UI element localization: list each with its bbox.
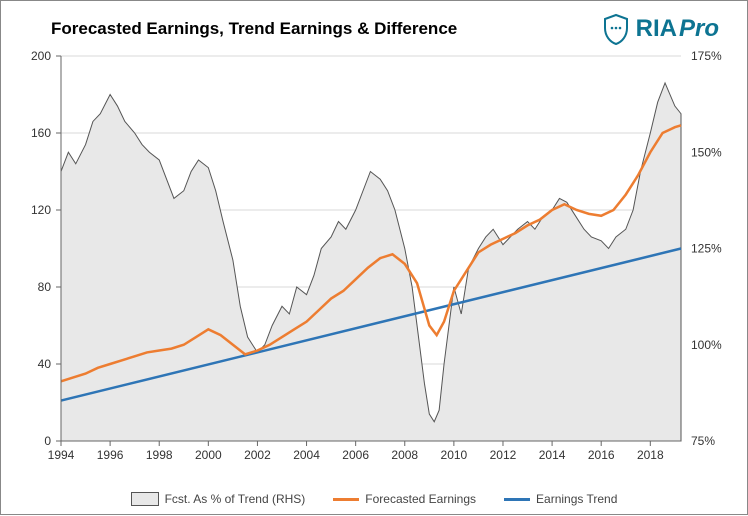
svg-text:0: 0	[44, 434, 51, 448]
svg-text:125%: 125%	[691, 242, 722, 256]
legend-item-forecasted: Forecasted Earnings	[333, 492, 476, 506]
legend-swatch-area	[131, 492, 159, 506]
chart-plot: 0 40 80 120 160 200 75% 100% 125% 150% 175% 1994 199…	[1, 1, 748, 516]
svg-text:80: 80	[38, 280, 52, 294]
svg-text:175%: 175%	[691, 49, 722, 63]
legend-label: Forecasted Earnings	[365, 492, 476, 506]
legend-item-area: Fcst. As % of Trend (RHS)	[131, 492, 306, 506]
svg-text:2000: 2000	[195, 448, 222, 462]
svg-text:120: 120	[31, 203, 51, 217]
legend-swatch-forecasted	[333, 498, 359, 501]
legend-label: Earnings Trend	[536, 492, 617, 506]
legend-swatch-trend	[504, 498, 530, 501]
legend-label: Fcst. As % of Trend (RHS)	[165, 492, 306, 506]
svg-text:2016: 2016	[588, 448, 615, 462]
svg-text:75%: 75%	[691, 434, 715, 448]
svg-text:2006: 2006	[342, 448, 369, 462]
legend: Fcst. As % of Trend (RHS) Forecasted Ear…	[1, 492, 747, 506]
legend-item-trend: Earnings Trend	[504, 492, 617, 506]
svg-text:2014: 2014	[539, 448, 566, 462]
svg-text:2008: 2008	[391, 448, 418, 462]
svg-text:1996: 1996	[97, 448, 124, 462]
svg-text:100%: 100%	[691, 338, 722, 352]
svg-text:1994: 1994	[48, 448, 75, 462]
svg-text:200: 200	[31, 49, 51, 63]
svg-text:2018: 2018	[637, 448, 664, 462]
svg-text:2002: 2002	[244, 448, 271, 462]
svg-text:160: 160	[31, 126, 51, 140]
svg-text:40: 40	[38, 357, 52, 371]
svg-text:150%: 150%	[691, 145, 722, 159]
svg-text:2004: 2004	[293, 448, 320, 462]
svg-text:1998: 1998	[146, 448, 173, 462]
chart-container: Forecasted Earnings, Trend Earnings & Di…	[0, 0, 748, 515]
svg-text:2012: 2012	[490, 448, 517, 462]
svg-text:2010: 2010	[441, 448, 468, 462]
